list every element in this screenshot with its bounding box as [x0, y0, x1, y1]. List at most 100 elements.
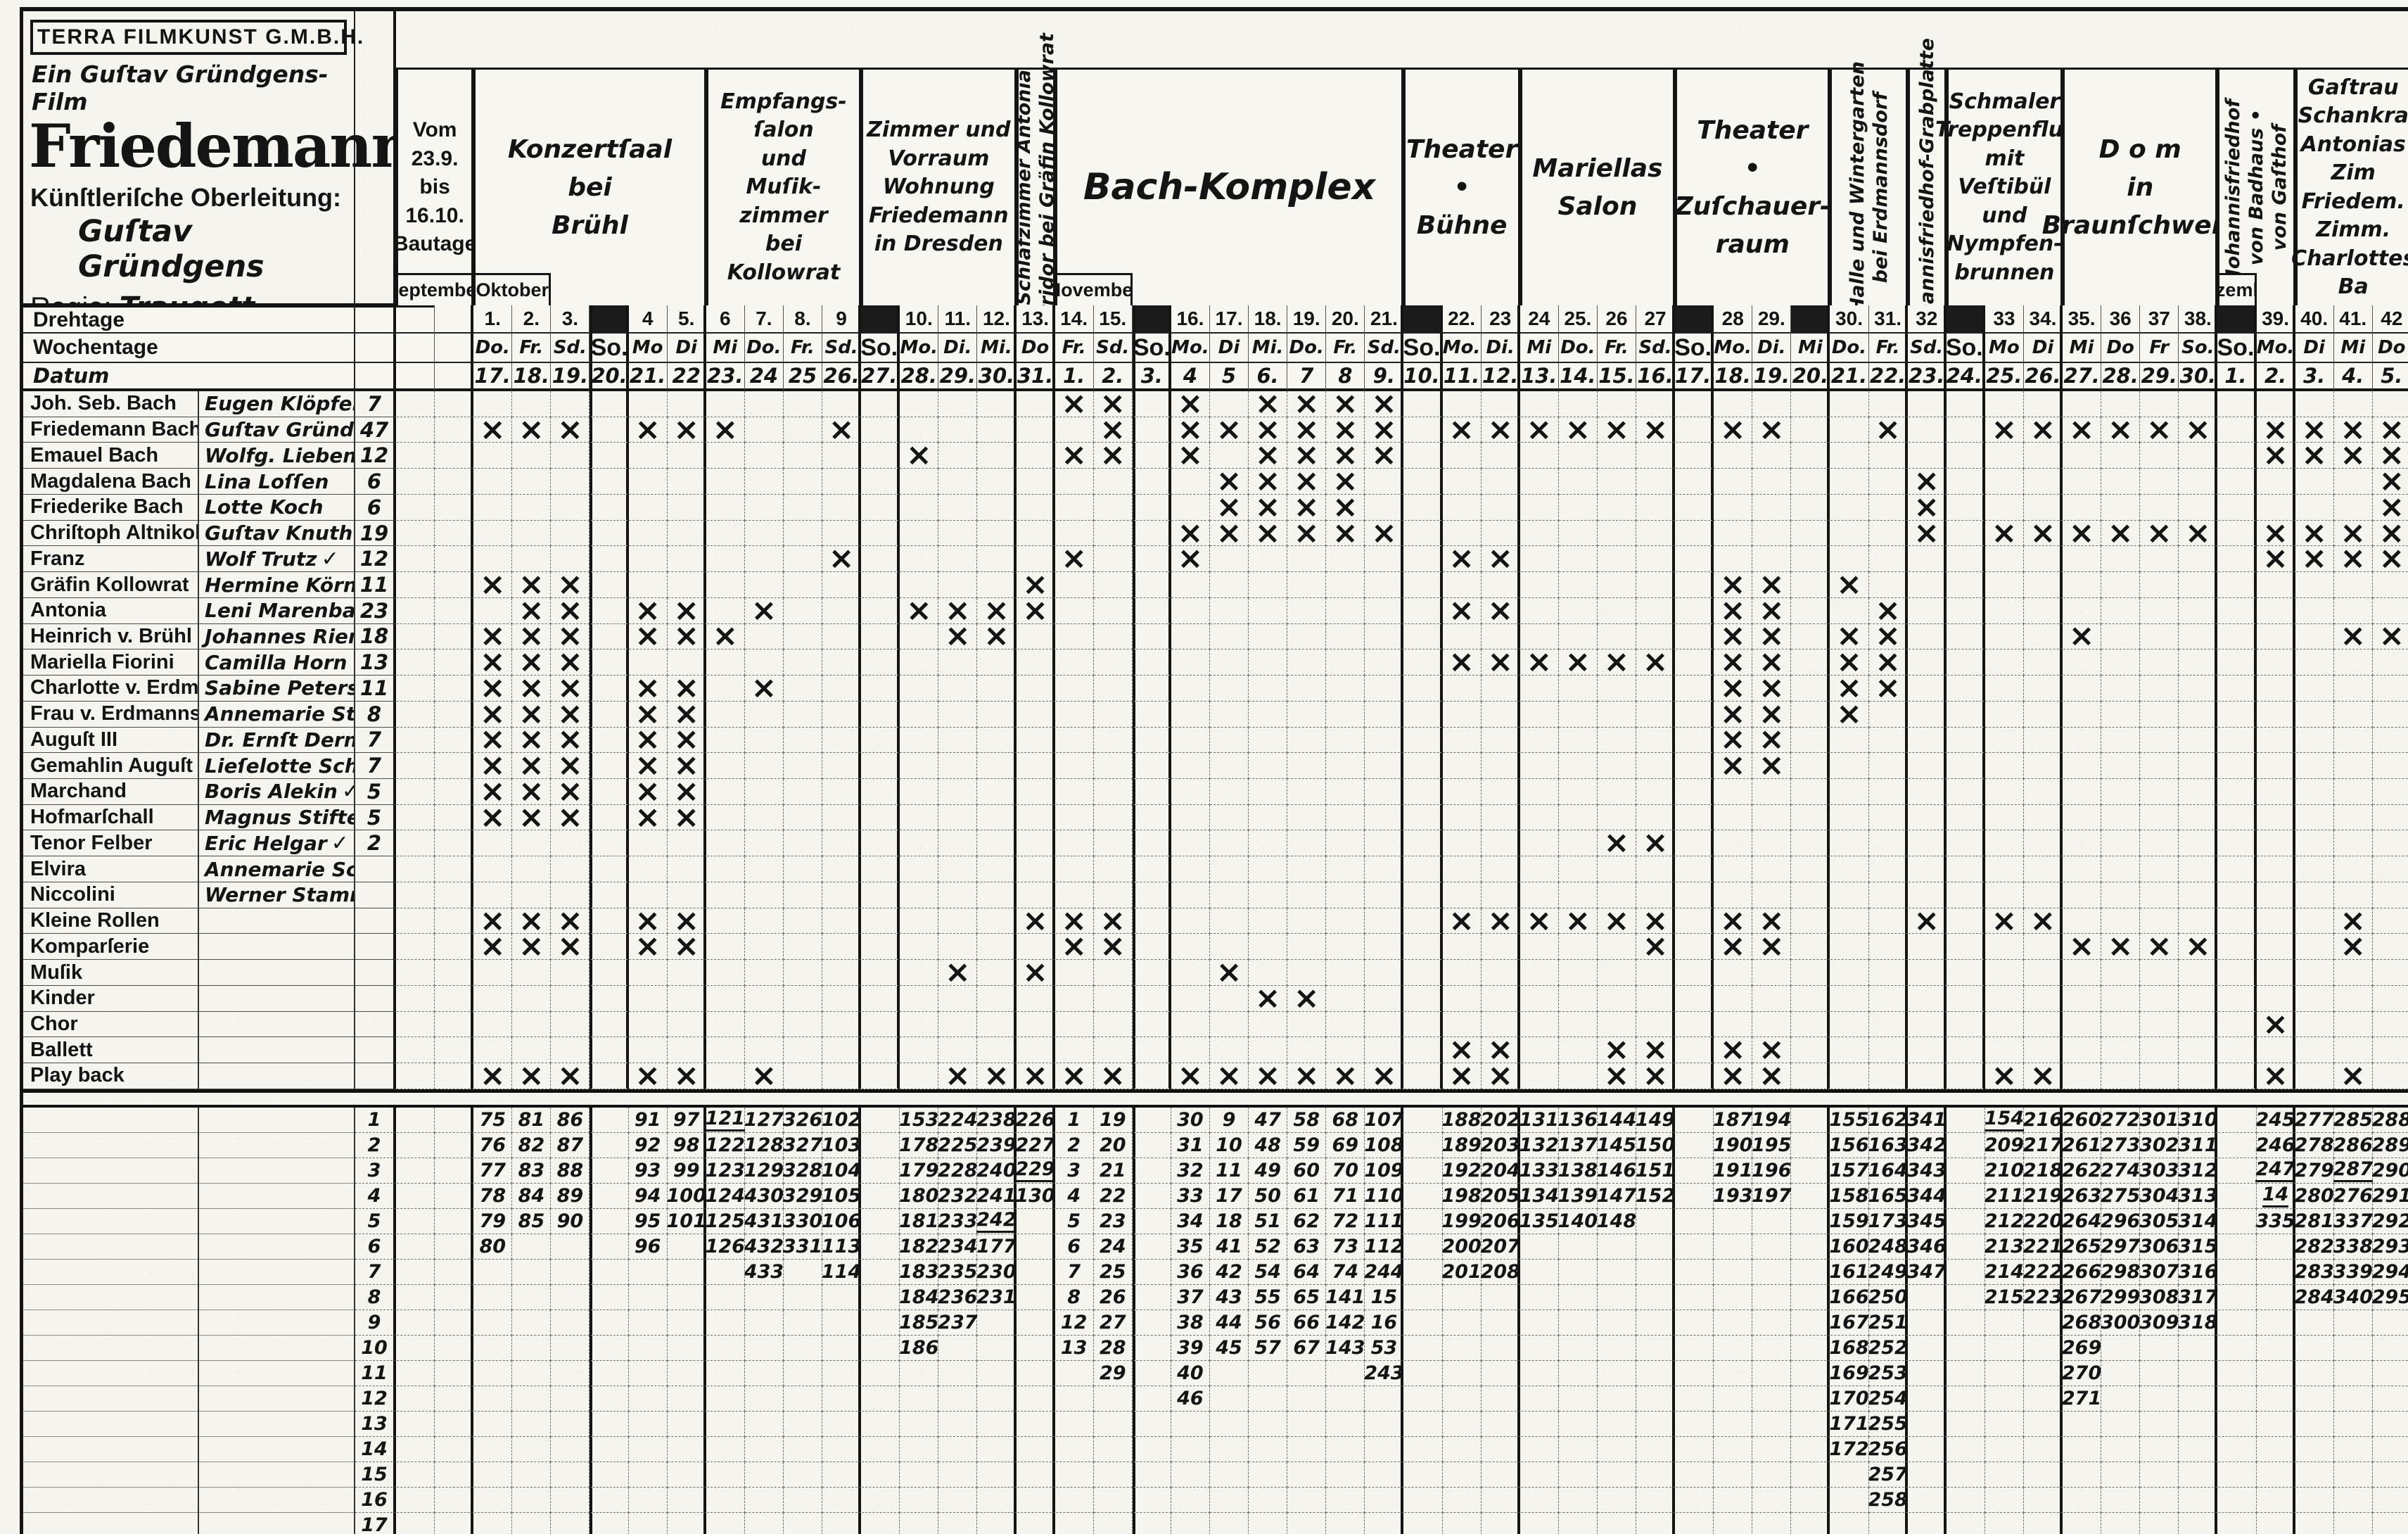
schedule-cell-s20	[590, 779, 629, 805]
x-mark-d29: ×	[1752, 698, 1792, 729]
scene-number: 5	[1067, 1210, 1081, 1232]
schedule-cell-d37	[2140, 804, 2179, 831]
location-header-line: 16.10.	[405, 203, 464, 227]
schedule-cell-d13	[1013, 701, 1055, 728]
scene-number-cell-s3	[1132, 1462, 1171, 1488]
schedule-cell-b2	[435, 985, 474, 1012]
schedule-cell-s1	[2215, 676, 2257, 702]
schedule-cell-d24	[1517, 676, 1559, 702]
x-mark-d31: ×	[1868, 595, 1908, 626]
check-mark: ✓	[342, 779, 354, 804]
scene-number: 156	[1829, 1134, 1869, 1156]
schedule-cell-s1	[2215, 649, 2257, 676]
scene-number: 79	[479, 1210, 507, 1232]
schedule-cell-d29	[1752, 985, 1792, 1012]
scene-number-cell-d24	[1517, 1335, 1559, 1361]
schedule-cell-d2	[512, 882, 552, 908]
schedule-cell-d36	[2101, 469, 2141, 495]
scene-number-cell-d30: 170	[1827, 1386, 1869, 1412]
schedule-cell-d8	[783, 1063, 823, 1089]
schedule-cell-s17	[1672, 727, 1714, 754]
scene-number-cell-d40	[2292, 1360, 2334, 1386]
scene-number-cell-h20	[1791, 1462, 1830, 1488]
schedule-cell-s1	[2215, 1063, 2257, 1089]
scene-number-cell-d27	[1636, 1284, 1676, 1310]
scene-number: 9	[1222, 1108, 1236, 1131]
scene-number: 149	[1635, 1108, 1676, 1131]
datum-header-d33: 25.	[1985, 363, 2024, 391]
x-mark-d3: ×	[551, 595, 590, 626]
scene-number-cell-d21: 108	[1364, 1132, 1404, 1158]
schedule-cell-d3	[551, 391, 590, 417]
scene-number-cell-d30: 161	[1827, 1259, 1869, 1285]
schedule-cell-d16	[1171, 830, 1210, 857]
schedule-cell-s20	[590, 494, 629, 521]
schedule-cell-s17	[1672, 985, 1714, 1012]
drehtag-header-d22: 22.	[1442, 305, 1482, 334]
schedule-cell-d37	[2140, 494, 2179, 521]
location-header-bach-komplex: Bach-Komplex	[1055, 68, 1404, 305]
scene-number-cell-s3	[1132, 1259, 1171, 1285]
schedule-cell-b2	[435, 1011, 474, 1038]
scene-number-cell-d20: 141	[1325, 1284, 1365, 1310]
scene-number-cell-d1: 78	[471, 1183, 513, 1209]
role-name: Gemahlin Auguſt III	[23, 753, 199, 780]
schedule-cell-d1	[471, 960, 513, 986]
scene-number-cell-d29: 196	[1752, 1158, 1792, 1184]
scene-number-cell-d10	[900, 1360, 939, 1386]
scene-number-cell-d11	[938, 1436, 978, 1462]
scene-number-cell-d37: 302	[2139, 1132, 2179, 1158]
schedule-cell-d12	[977, 779, 1017, 805]
scene-number-cell-b1	[393, 1183, 435, 1209]
schedule-cell-d18	[1249, 546, 1288, 573]
schedule-cell-s10	[1401, 520, 1443, 547]
scene-number: 329	[782, 1184, 823, 1207]
scene-number: 172	[1829, 1438, 1869, 1460]
scene-number-cell-d31: 258	[1868, 1487, 1908, 1513]
scene-number-cell-d17	[1209, 1411, 1249, 1437]
x-mark-d33: ×	[1985, 905, 2024, 936]
scene-number-cell-b2	[435, 1208, 474, 1234]
actor-name	[199, 985, 355, 1012]
schedule-cell-d18	[1249, 572, 1288, 598]
scene-number: 54	[1254, 1260, 1281, 1283]
scene-number-cell-d41	[2333, 1487, 2373, 1513]
schedule-cell-d22	[1442, 830, 1482, 857]
schedule-cell-d33	[1985, 985, 2024, 1012]
scene-row-number: 16	[355, 1487, 396, 1513]
scene-number-cell-d16	[1171, 1512, 1210, 1534]
schedule-cell-d22	[1442, 960, 1482, 986]
schedule-cell-s3	[1132, 804, 1171, 831]
scene-number: 77	[479, 1159, 507, 1181]
scene-number-cell-d19: 62	[1287, 1208, 1327, 1234]
scene-number-cell-d27	[1636, 1335, 1676, 1361]
schedule-cell-s10	[1401, 830, 1443, 857]
schedule-cell-d27	[1636, 727, 1676, 754]
schedule-cell-d30	[1827, 520, 1869, 547]
scene-number-cell-d1	[471, 1487, 513, 1513]
drehtag-header-d11: 11.	[938, 305, 978, 334]
schedule-cell-d18	[1249, 1037, 1288, 1064]
scene-number-cell-d38: 318	[2178, 1310, 2218, 1336]
schedule-cell-d30	[1827, 908, 1869, 934]
schedule-cell-d23	[1481, 804, 1520, 831]
scene-number-cell-d40	[2292, 1310, 2334, 1336]
scene-number-cell-s24	[1943, 1487, 1985, 1513]
schedule-cell-d9	[822, 443, 862, 469]
scene-number: 337	[2333, 1210, 2373, 1232]
schedule-cell-d41	[2333, 649, 2373, 676]
wochentag-header-d2: Fr.	[512, 334, 552, 363]
scene-number: 13	[1060, 1336, 1088, 1359]
schedule-cell-b1	[393, 701, 435, 728]
scene-number-cell-d20: 70	[1326, 1158, 1365, 1184]
schedule-cell-d40	[2292, 1063, 2334, 1089]
scene-number-cell-d35: 269	[2060, 1335, 2101, 1361]
drehtag-header-d42: 42	[2372, 305, 2408, 334]
scene-number: 314	[2178, 1210, 2218, 1232]
schedule-cell-d10	[900, 649, 939, 676]
schedule-cell-d38	[2179, 572, 2218, 598]
schedule-cell-s1	[2215, 830, 2257, 857]
scene-number-cell-d4: 95	[628, 1208, 668, 1234]
x-mark-d3: ×	[551, 414, 590, 445]
scene-number: 237	[938, 1311, 978, 1333]
